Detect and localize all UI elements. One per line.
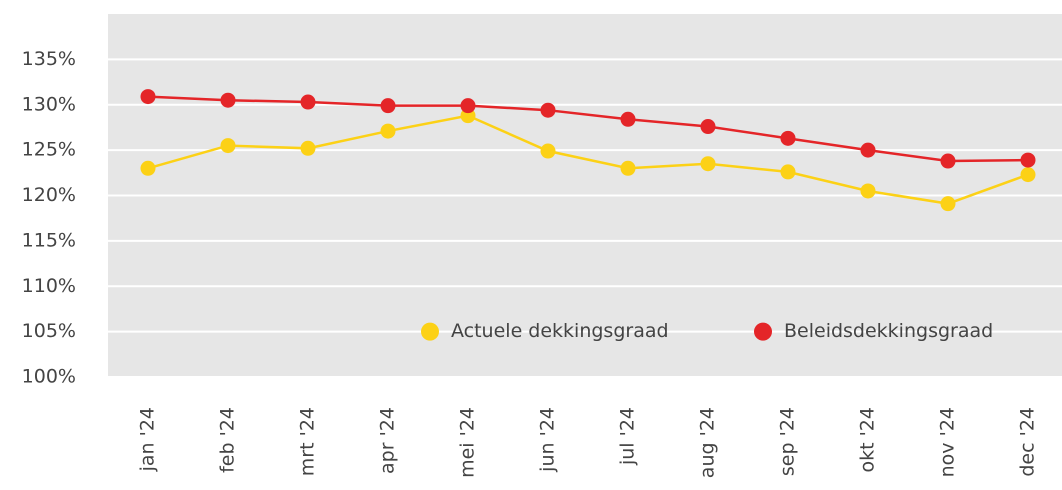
x-tick-label: feb '24 — [217, 407, 239, 473]
x-tick-label: jan '24 — [137, 407, 159, 472]
data-point — [540, 102, 556, 118]
legend-label: Actuele dekkingsgraad — [451, 320, 669, 342]
y-tick-label: 110% — [22, 275, 76, 297]
y-tick-label: 125% — [22, 139, 76, 161]
data-point — [780, 130, 796, 146]
data-point — [380, 123, 396, 139]
data-point — [860, 142, 876, 158]
x-tick-label: aug '24 — [697, 407, 719, 478]
x-tick-label: mei '24 — [457, 407, 479, 478]
x-tick-label: okt '24 — [857, 407, 879, 473]
y-tick-label: 105% — [22, 320, 76, 342]
y-tick-label: 115% — [22, 229, 76, 251]
data-point — [1020, 167, 1036, 183]
x-tick-label: jun '24 — [537, 407, 559, 473]
y-tick-label: 130% — [22, 93, 76, 115]
series-line — [147, 114, 1029, 205]
data-point — [140, 89, 156, 105]
data-point — [140, 160, 156, 176]
data-point — [700, 119, 716, 135]
data-point — [220, 92, 236, 108]
legend-swatch — [754, 322, 772, 341]
x-tick-label: dec '24 — [1017, 407, 1039, 477]
x-tick-label: sep '24 — [777, 407, 799, 476]
data-point — [300, 140, 316, 156]
data-point — [620, 111, 636, 127]
x-tick-label: nov '24 — [937, 407, 959, 477]
data-point — [300, 94, 316, 110]
legend-swatch — [421, 322, 439, 341]
data-point — [700, 156, 716, 172]
y-tick-label: 120% — [22, 184, 76, 206]
legend-label: Beleidsdekkingsgraad — [784, 320, 993, 342]
x-tick-label: mrt '24 — [297, 407, 319, 476]
data-point — [780, 164, 796, 180]
data-point — [620, 160, 636, 176]
data-point — [940, 196, 956, 212]
x-tick-label: apr '24 — [377, 407, 399, 474]
y-tick-label: 100% — [22, 366, 76, 388]
series-line — [147, 95, 1029, 163]
y-tick-label: 135% — [22, 48, 76, 70]
data-point — [940, 153, 956, 169]
data-point — [460, 98, 476, 114]
data-point — [220, 138, 236, 154]
data-point — [540, 143, 556, 159]
x-tick-label: jul '24 — [617, 407, 639, 466]
data-point — [1020, 152, 1036, 168]
data-point — [380, 98, 396, 114]
data-point — [860, 183, 876, 199]
